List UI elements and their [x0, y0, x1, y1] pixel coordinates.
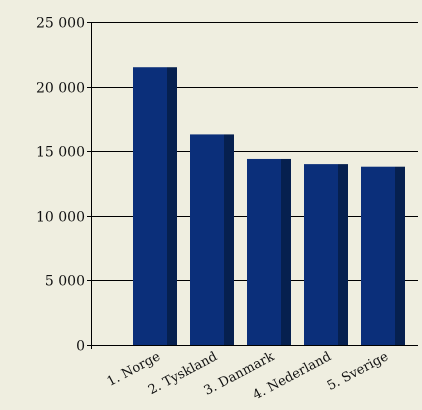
bar	[304, 164, 338, 345]
y-tick-label: 25 000	[36, 16, 85, 32]
bar-side	[395, 166, 405, 345]
bar-side	[281, 158, 291, 345]
bar	[133, 67, 167, 345]
bar-side	[167, 67, 177, 345]
y-tick-labels: 0 5 000 10 000 15 000 20 000 25 000	[36, 16, 85, 355]
bars	[133, 67, 405, 345]
y-tick-label: 20 000	[36, 81, 85, 97]
bar-side	[338, 164, 348, 345]
bar	[247, 158, 281, 345]
y-tick-label: 15 000	[36, 145, 85, 161]
bar	[361, 166, 395, 345]
bar	[190, 134, 224, 345]
y-tick-label: 0	[76, 339, 85, 355]
bar-side	[224, 134, 234, 345]
y-tick-label: 5 000	[45, 274, 85, 290]
y-tick-label: 10 000	[36, 210, 85, 226]
